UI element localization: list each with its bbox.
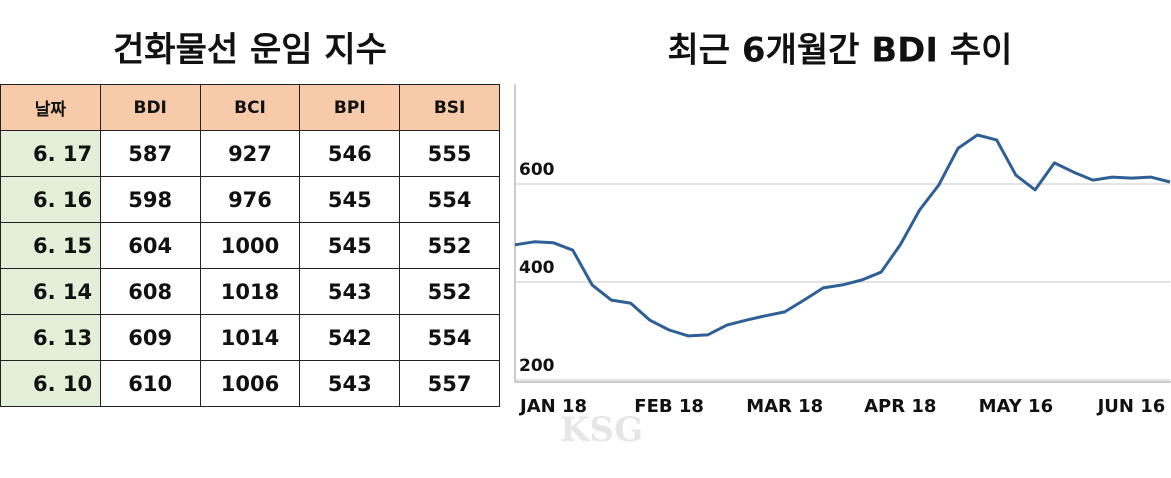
- value-cell: 587: [99, 130, 201, 177]
- table-row: 6. 17 587 927 546 555: [0, 130, 500, 177]
- value-cell: 545: [299, 176, 401, 223]
- table-row: 6. 16 598 976 545 554: [0, 176, 500, 223]
- date-cell: 6. 17: [0, 130, 101, 177]
- value-cell: 543: [299, 268, 401, 315]
- value-cell: 554: [399, 314, 500, 361]
- value-cell: 557: [399, 360, 500, 407]
- date-cell: 6. 16: [0, 176, 101, 223]
- table-title: 건화물선 운임 지수: [113, 30, 387, 70]
- value-cell: 554: [399, 176, 500, 223]
- value-cell: 552: [399, 268, 500, 315]
- header-cell: BDI: [99, 84, 201, 131]
- value-cell: 1014: [199, 314, 301, 361]
- date-cell: 6. 15: [0, 222, 101, 269]
- value-cell: 609: [99, 314, 201, 361]
- y-tick-label: 400: [519, 258, 555, 278]
- date-cell: 6. 13: [0, 314, 101, 361]
- table-row: 6. 14 608 1018 543 552: [0, 268, 500, 315]
- value-cell: 598: [99, 176, 201, 223]
- value-cell: 546: [299, 130, 401, 177]
- table-row: 6. 10 610 1006 543 557: [0, 360, 500, 407]
- x-tick-label: FEB 18: [634, 396, 704, 417]
- x-tick-label: APR 18: [864, 396, 936, 417]
- value-cell: 555: [399, 130, 500, 177]
- value-cell: 1000: [199, 222, 301, 269]
- date-cell: 6. 10: [0, 360, 101, 407]
- value-cell: 1006: [199, 360, 301, 407]
- y-tick-label: 200: [519, 356, 555, 376]
- value-cell: 976: [199, 176, 301, 223]
- y-tick-label: 600: [519, 160, 555, 180]
- value-cell: 927: [199, 130, 301, 177]
- value-cell: 610: [99, 360, 201, 407]
- chart-title: 최근 6개월간 BDI 추이: [668, 31, 1013, 71]
- x-tick-label: JAN 18: [518, 396, 587, 417]
- value-cell: 543: [299, 360, 401, 407]
- x-tick-label: JUN 16: [1096, 396, 1166, 417]
- x-tick-label: MAR 18: [746, 396, 823, 417]
- watermark: KSG: [560, 410, 644, 450]
- value-cell: 552: [399, 222, 500, 269]
- x-tick-label: MAY 16: [979, 396, 1053, 417]
- header-cell: BPI: [299, 84, 401, 131]
- table: 날짜 BDI BCI BPI BSI 6. 17 587 927 546 555 6. 16 598 9…: [0, 84, 500, 407]
- table-row: 6. 13 609 1014 542 554: [0, 314, 500, 361]
- header-cell: 날짜: [0, 84, 101, 131]
- value-cell: 608: [99, 268, 201, 315]
- data-line: [514, 133, 1171, 338]
- header-cell: BSI: [399, 84, 500, 131]
- table-row: 6. 15 604 1000 545 552: [0, 222, 500, 269]
